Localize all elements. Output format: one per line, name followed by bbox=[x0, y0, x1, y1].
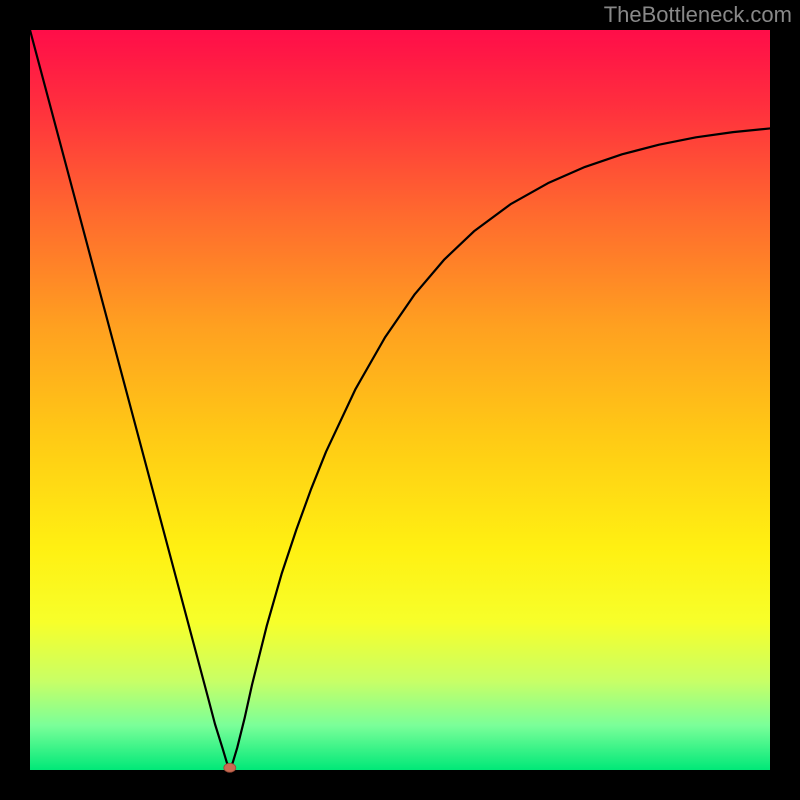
chart-svg bbox=[0, 0, 800, 800]
watermark-text: TheBottleneck.com bbox=[604, 2, 792, 28]
minimum-marker bbox=[224, 763, 236, 772]
bottleneck-chart: TheBottleneck.com bbox=[0, 0, 800, 800]
plot-gradient-background bbox=[30, 30, 770, 770]
